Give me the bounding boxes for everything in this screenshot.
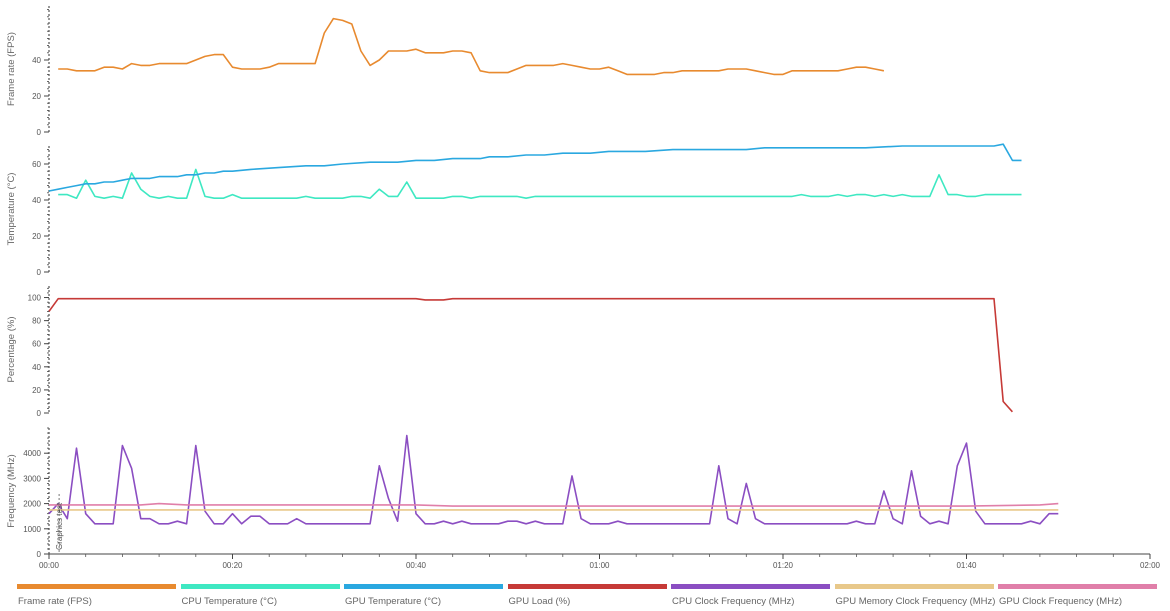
y-tick-label-pct-5: 100 [28,294,42,303]
y-tick-label-freq-0: 0 [37,550,42,559]
legend-item-2[interactable]: GPU Temperature (°C) [344,584,504,610]
legend-swatch-3 [507,584,667,589]
legend-label-0: Frame rate (FPS) [18,596,92,607]
legend-swatch-2 [344,584,503,589]
y-tick-label-temp-0: 0 [37,268,42,277]
legend-label-4: CPU Clock Frequency (MHz) [672,596,795,607]
series-line-pct-0 [48,297,1013,413]
series-line-freq-2 [49,502,1059,507]
legend-label-6: GPU Clock Frequency (MHz) [999,596,1122,607]
y-axis-title-fps: Frame rate (FPS) [6,32,17,106]
x-tick-label-0: 00:00 [39,561,60,570]
x-tick-label-2: 00:40 [406,561,427,570]
y-tick-label-freq-4: 4000 [23,449,41,458]
x-tick-label-6: 02:00 [1140,561,1161,570]
y-tick-label-fps-2: 40 [32,56,41,65]
legend-label-3: GPU Load (%) [508,596,571,607]
legend-swatch-0 [17,584,176,589]
legend-item-6[interactable]: GPU Clock Frequency (MHz) [998,584,1158,610]
x-tick-label-4: 01:20 [773,561,794,570]
chart-legend: Frame rate (FPS) CPU Temperature (°C) GPU … [0,580,1170,611]
legend-item-5[interactable]: GPU Memory Clock Frequency (MHz) [834,584,996,610]
x-tick-label-5: 01:40 [956,561,977,570]
y-tick-label-freq-3: 3000 [23,474,41,483]
y-tick-label-freq-2: 2000 [23,500,41,509]
legend-label-5: GPU Memory Clock Frequency (MHz) [835,596,996,607]
series-line-fps-0 [58,17,885,76]
y-axis-title-freq: Frequency (MHz) [6,454,17,527]
y-tick-label-pct-0: 0 [37,409,42,418]
legend-item-0[interactable]: Frame rate (FPS) [17,584,177,610]
y-tick-label-pct-4: 80 [32,317,41,326]
y-tick-label-temp-1: 20 [32,232,41,241]
legend-swatch-1 [180,584,340,589]
y-axis-title-pct: Percentage (%) [6,316,17,382]
y-tick-label-temp-2: 40 [32,196,41,205]
chart-svg: 0 20 40 Frame rate (FPS) 0 20 40 60 Temperature … [6,6,1161,570]
y-tick-label-fps-1: 20 [32,92,41,101]
annotation-label: Graphics test [55,502,64,550]
y-tick-label-pct-3: 60 [32,340,41,349]
x-tick-label-1: 00:20 [222,561,243,570]
legend-swatch-4 [671,584,830,589]
legend-swatch-5 [834,584,994,589]
legend-swatch-6 [998,584,1157,589]
series-line-temp-1 [48,143,1022,192]
y-tick-label-pct-1: 20 [32,386,41,395]
y-tick-label-temp-3: 60 [32,160,41,169]
legend-item-1[interactable]: CPU Temperature (°C) [180,584,341,610]
y-tick-label-fps-0: 0 [37,128,42,137]
y-tick-label-pct-2: 40 [32,363,41,372]
legend-item-4[interactable]: CPU Clock Frequency (MHz) [671,584,831,610]
y-axis-title-temp: Temperature (°C) [6,173,17,246]
x-tick-label-3: 01:00 [589,561,610,570]
legend-label-1: CPU Temperature (°C) [181,596,277,607]
legend-label-2: GPU Temperature (°C) [345,596,442,607]
y-tick-label-freq-1: 1000 [23,525,41,534]
legend-item-3[interactable]: GPU Load (%) [507,584,668,610]
